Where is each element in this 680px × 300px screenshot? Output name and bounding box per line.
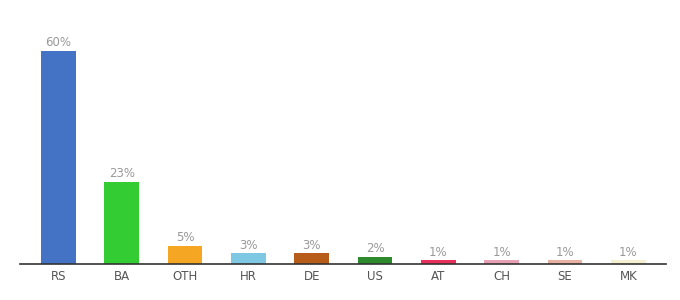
Text: 1%: 1% — [429, 246, 447, 259]
Text: 2%: 2% — [366, 242, 384, 255]
Bar — [358, 257, 392, 264]
Bar — [168, 246, 203, 264]
Text: 60%: 60% — [46, 36, 71, 49]
Text: 1%: 1% — [619, 246, 638, 259]
Bar — [421, 260, 456, 264]
Bar — [547, 260, 583, 264]
Text: 3%: 3% — [239, 238, 258, 251]
Bar — [294, 253, 329, 264]
Text: 23%: 23% — [109, 167, 135, 180]
Text: 3%: 3% — [303, 238, 321, 251]
Text: 5%: 5% — [176, 231, 194, 244]
Bar — [611, 260, 646, 264]
Bar — [104, 182, 139, 264]
Text: 1%: 1% — [492, 246, 511, 259]
Text: 1%: 1% — [556, 246, 575, 259]
Bar — [41, 51, 75, 264]
Bar — [484, 260, 519, 264]
Bar — [231, 253, 266, 264]
